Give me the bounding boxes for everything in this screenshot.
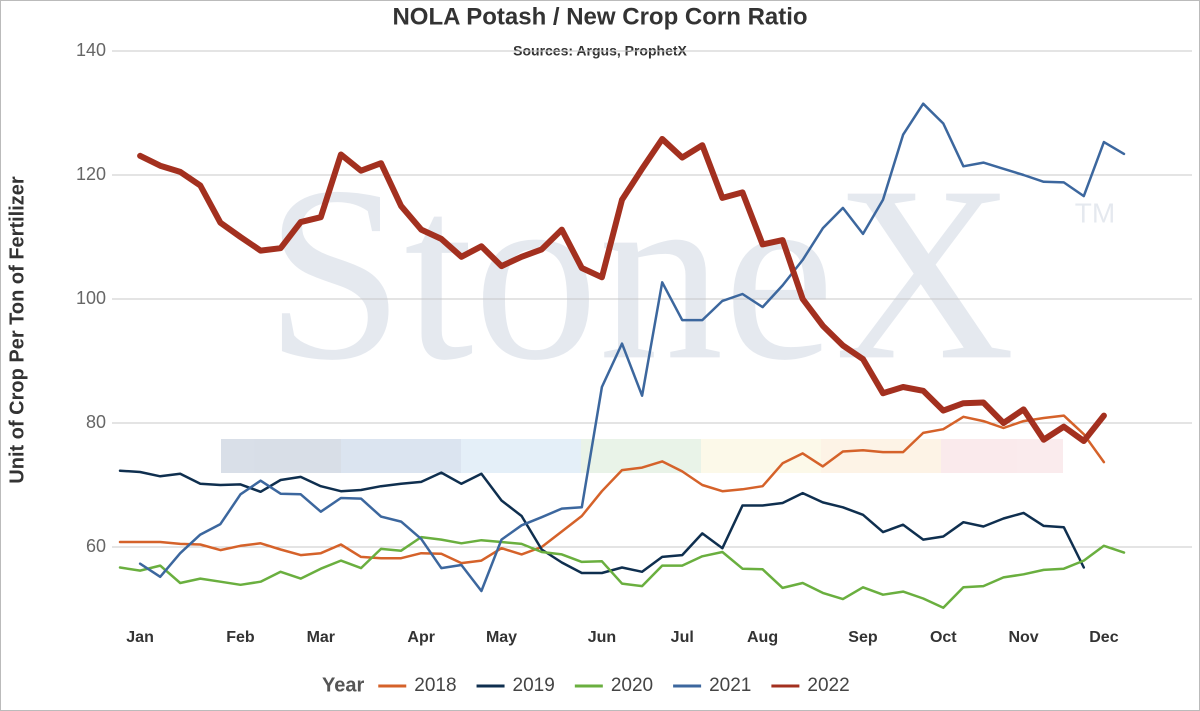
x-tick-label: Mar bbox=[307, 629, 335, 646]
band bbox=[941, 439, 1063, 473]
series-line bbox=[138, 102, 1126, 593]
series-line bbox=[137, 136, 1107, 444]
watermark-mark: TM bbox=[1075, 197, 1115, 228]
x-tick-label: Dec bbox=[1089, 629, 1118, 646]
x-tick-label: Jun bbox=[588, 629, 616, 646]
band bbox=[701, 439, 821, 473]
series-line bbox=[118, 414, 1106, 565]
y-tick-label: 100 bbox=[76, 288, 106, 308]
legend-label: 2020 bbox=[611, 675, 653, 696]
y-tick-label: 60 bbox=[86, 536, 106, 556]
y-tick-label: 80 bbox=[86, 412, 106, 432]
legend-label: 2021 bbox=[709, 675, 751, 696]
band bbox=[821, 439, 941, 473]
series-line bbox=[118, 535, 1126, 610]
x-tick-label: Aug bbox=[747, 629, 778, 646]
x-tick-label: Nov bbox=[1008, 629, 1038, 646]
x-tick-label: Feb bbox=[226, 629, 255, 646]
legend-label: 2019 bbox=[513, 675, 555, 696]
y-tick-label: 120 bbox=[76, 164, 106, 184]
series-line bbox=[118, 469, 1086, 575]
band bbox=[461, 439, 581, 473]
y-axis-label: Unit of Crop Per Ton of Fertilizer bbox=[6, 176, 28, 484]
band bbox=[221, 439, 341, 473]
chart-title: NOLA Potash / New Crop Corn Ratio bbox=[392, 3, 807, 30]
x-tick-label: Apr bbox=[407, 629, 435, 646]
y-tick-label: 140 bbox=[76, 40, 106, 60]
x-tick-label: Oct bbox=[930, 629, 957, 646]
watermark: StoneX TM bbox=[265, 135, 1115, 412]
legend-label: 2018 bbox=[414, 675, 456, 696]
legend-title: Year bbox=[322, 674, 364, 696]
color-bands bbox=[221, 439, 1063, 473]
band bbox=[341, 439, 461, 473]
legend-label: 2022 bbox=[807, 675, 849, 696]
x-tick-label: Sep bbox=[848, 629, 878, 646]
x-tick-label: May bbox=[486, 629, 517, 646]
x-tick-label: Jul bbox=[671, 629, 694, 646]
x-tick-label: Jan bbox=[126, 629, 154, 646]
